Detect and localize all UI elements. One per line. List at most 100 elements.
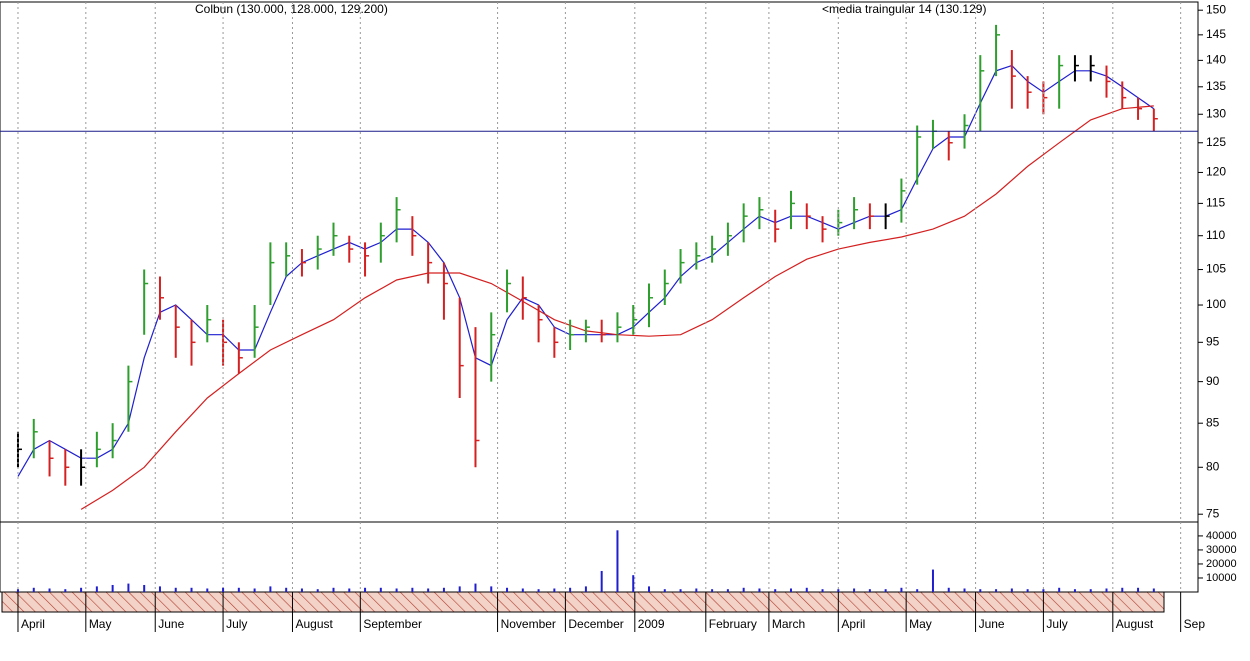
- volume-bar: [364, 587, 367, 592]
- volume-bar: [632, 575, 635, 592]
- x-tick-label: July: [1046, 617, 1067, 631]
- volume-bar: [1137, 587, 1140, 592]
- x-tick-label: March: [772, 617, 805, 631]
- volume-bar: [805, 587, 808, 592]
- volume-bar: [1026, 589, 1029, 592]
- y-tick-label: 140: [1206, 53, 1226, 67]
- volume-bar: [474, 583, 477, 592]
- volume-bar: [269, 586, 272, 592]
- volume-bar: [332, 587, 335, 592]
- volume-bar: [853, 588, 856, 592]
- volume-bar: [995, 589, 998, 592]
- volume-bar: [442, 587, 445, 592]
- volume-bar: [537, 589, 540, 592]
- volume-bar: [143, 584, 146, 592]
- annotation: <media traingular 14 (130.129): [822, 2, 986, 16]
- volume-bar: [111, 584, 114, 592]
- volume-bar: [285, 587, 288, 592]
- y-tick-label: 10000: [1206, 572, 1237, 584]
- volume-bar: [506, 587, 509, 592]
- volume-bar: [679, 589, 682, 592]
- y-tick-label: 100: [1206, 297, 1226, 311]
- volume-bar: [80, 587, 83, 592]
- volume-bar: [174, 587, 177, 592]
- x-tick-label: August: [295, 617, 333, 631]
- volume-bar: [1058, 587, 1061, 592]
- volume-bar: [1152, 588, 1155, 592]
- volume-bar: [458, 586, 461, 592]
- volume-bar: [774, 589, 777, 592]
- y-tick-label: 145: [1206, 27, 1226, 41]
- y-tick-label: 125: [1206, 135, 1226, 149]
- y-tick-label: 30000: [1206, 544, 1237, 556]
- volume-bar: [695, 588, 698, 592]
- y-tick-label: 120: [1206, 165, 1226, 179]
- y-tick-label: 135: [1206, 79, 1226, 93]
- volume-bar: [616, 530, 619, 592]
- x-tick-label: September: [363, 617, 422, 631]
- x-tick-label: June: [979, 617, 1005, 631]
- volume-bar: [600, 570, 603, 592]
- y-tick-label: 75: [1206, 506, 1220, 520]
- y-tick-label: 150: [1206, 2, 1226, 16]
- volume-bar: [584, 586, 587, 592]
- x-tick-label: 2009: [638, 617, 665, 631]
- y-tick-label: 95: [1206, 334, 1220, 348]
- y-tick-label: 105: [1206, 262, 1226, 276]
- volume-bar: [411, 587, 414, 592]
- y-tick-label: 115: [1206, 196, 1225, 210]
- volume-bar: [237, 587, 240, 592]
- volume-bar: [947, 587, 950, 592]
- volume-bar: [521, 588, 524, 592]
- x-tick-label: April: [21, 617, 45, 631]
- volume-bar: [48, 588, 51, 592]
- volume-bar: [395, 588, 398, 592]
- volume-bar: [1089, 589, 1092, 592]
- y-tick-label: 80: [1206, 459, 1220, 473]
- volume-bar: [253, 588, 256, 592]
- volume-bar: [16, 589, 19, 592]
- x-tick-label: August: [1116, 617, 1154, 631]
- x-tick-label: February: [709, 617, 757, 631]
- volume-bar: [300, 588, 303, 592]
- volume-bar: [427, 588, 430, 592]
- volume-bar: [95, 586, 98, 592]
- volume-bar: [979, 589, 982, 592]
- y-tick-label: 90: [1206, 374, 1220, 388]
- y-tick-label: 40000: [1206, 530, 1237, 542]
- volume-bar: [222, 587, 225, 592]
- x-tick-label: May: [89, 617, 112, 631]
- x-tick-label: December: [568, 617, 623, 631]
- date-band: [1, 591, 1165, 613]
- volume-bar: [1121, 587, 1124, 592]
- volume-bar: [663, 589, 666, 592]
- x-tick-label: July: [226, 617, 247, 631]
- volume-bar: [32, 587, 35, 592]
- volume-bar: [1042, 589, 1045, 592]
- volume-bar: [316, 589, 319, 592]
- volume-bar: [963, 588, 966, 592]
- volume-bar: [190, 587, 193, 592]
- volume-bar: [742, 587, 745, 592]
- volume-bar: [1010, 588, 1013, 592]
- volume-bar: [711, 589, 714, 592]
- volume-bar: [648, 586, 651, 592]
- volume-bar: [868, 589, 871, 592]
- volume-bar: [1105, 588, 1108, 592]
- x-tick-label: April: [841, 617, 865, 631]
- volume-bar: [553, 588, 556, 592]
- volume-bar: [758, 588, 761, 592]
- volume-bar: [916, 589, 919, 592]
- y-tick-label: 130: [1206, 106, 1226, 120]
- volume-bar: [789, 588, 792, 592]
- volume-bar: [1073, 589, 1076, 592]
- volume-bar: [158, 586, 161, 592]
- y-tick-label: 85: [1206, 415, 1220, 429]
- volume-bar: [884, 589, 887, 592]
- x-tick-label: May: [909, 617, 932, 631]
- y-tick-label: 110: [1206, 228, 1225, 242]
- volume-bar: [127, 583, 130, 592]
- volume-bar: [931, 569, 934, 592]
- volume-bar: [569, 587, 572, 592]
